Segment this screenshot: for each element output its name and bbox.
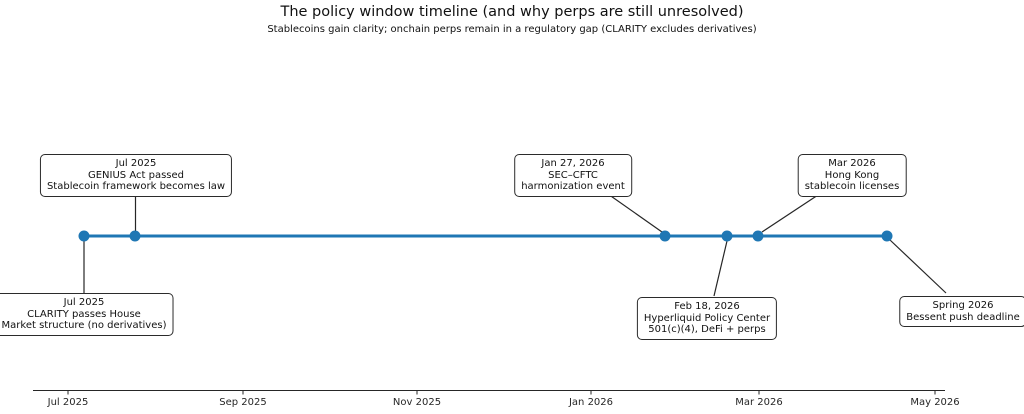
event-marker-hyperliquid xyxy=(721,230,733,242)
x-tick-label-jul-2025: Jul 2025 xyxy=(47,397,89,408)
annotation-bessent: Spring 2026 Bessent push deadline xyxy=(899,296,1024,327)
event-marker-bessent xyxy=(881,230,893,242)
annotation-line: Feb 18, 2026 xyxy=(674,301,740,312)
x-tick-label-nov-2025: Nov 2025 xyxy=(392,397,442,408)
annotation-line: Jul 2025 xyxy=(63,297,105,308)
annotation-line: Hyperliquid Policy Center xyxy=(643,312,771,324)
annotation-line: Jul 2025 xyxy=(115,158,157,169)
annotation-line: CLARITY passes House xyxy=(27,308,141,320)
event-marker-genius-act xyxy=(129,230,141,242)
annotation-line: Stablecoin framework becomes law xyxy=(46,181,226,192)
event-marker-hong-kong xyxy=(752,230,764,242)
x-tick-label-mar-2026: Mar 2026 xyxy=(735,397,783,408)
annotation-line: Hong Kong xyxy=(824,169,880,181)
annotation-line: 501(c)(4), DeFi + perps xyxy=(648,324,766,335)
annotation-sec-cftc: Jan 27, 2026 SEC–CFTC harmonization even… xyxy=(514,154,632,197)
x-tick-label-jan-2026: Jan 2026 xyxy=(568,397,614,408)
event-marker-clarity xyxy=(78,230,90,242)
connector-hong-kong xyxy=(761,194,819,233)
annotation-line: Market structure (no derivatives) xyxy=(1,320,167,331)
annotation-line: Bessent push deadline xyxy=(906,311,1020,323)
annotation-line: GENIUS Act passed xyxy=(87,169,185,181)
connector-sec-cftc xyxy=(607,193,663,233)
annotation-clarity: Jul 2025 CLARITY passes House Market str… xyxy=(0,293,174,336)
annotation-line: stablecoin licenses xyxy=(804,181,900,192)
chart-title: The policy window timeline (and why perp… xyxy=(280,4,744,20)
annotation-hong-kong: Mar 2026 Hong Kong stablecoin licenses xyxy=(797,154,907,197)
annotation-line: Jan 27, 2026 xyxy=(541,158,605,169)
annotation-line: harmonization event xyxy=(521,181,625,192)
x-tick-label-sep-2025: Sep 2025 xyxy=(219,397,267,408)
annotation-line: SEC–CFTC xyxy=(548,169,598,181)
chart-subtitle: Stablecoins gain clarity; onchain perps … xyxy=(267,24,757,35)
annotation-line: Mar 2026 xyxy=(828,158,876,169)
annotation-line: Spring 2026 xyxy=(932,300,994,311)
connector-bessent xyxy=(889,239,947,294)
connector-hyperliquid xyxy=(713,240,728,297)
annotation-genius-act: Jul 2025 GENIUS Act passed Stablecoin fr… xyxy=(39,154,233,197)
event-marker-sec-cftc xyxy=(659,230,671,242)
annotation-hyperliquid: Feb 18, 2026 Hyperliquid Policy Center 5… xyxy=(636,297,778,340)
x-tick-label-may-2026: May 2026 xyxy=(910,397,960,408)
